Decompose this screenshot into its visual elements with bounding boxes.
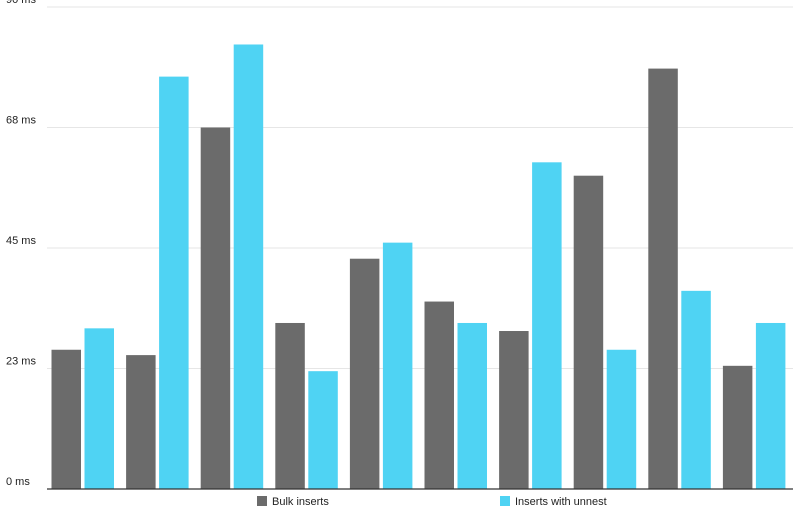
bar-bulk-inserts (126, 355, 156, 489)
bar-inserts-with-unnest (532, 162, 562, 490)
y-tick-label: 0 ms (6, 476, 30, 488)
bar-bulk-inserts (275, 322, 305, 489)
bar-inserts-with-unnest (457, 322, 487, 489)
bar-bulk-inserts (200, 127, 231, 489)
legend: Bulk inserts Inserts with unnest (257, 496, 607, 508)
bar-inserts-with-unnest (606, 349, 637, 489)
gridlines (47, 6, 793, 369)
y-tick-label: 68 ms (6, 115, 36, 127)
bar-inserts-with-unnest (308, 371, 338, 489)
bar-inserts-with-unnest (681, 290, 711, 489)
legend-label: Inserts with unnest (515, 496, 607, 508)
legend-swatch (500, 496, 510, 506)
bar-inserts-with-unnest (84, 328, 114, 489)
bar-inserts-with-unnest (233, 44, 264, 489)
y-axis-tick-labels: 0 ms 23 ms 45 ms 68 ms 90 ms (6, 0, 36, 488)
y-tick-label: 90 ms (6, 0, 36, 6)
bar-inserts-with-unnest (755, 322, 786, 489)
bar-bulk-inserts (499, 331, 529, 489)
bar-bulk-inserts (424, 301, 454, 489)
bar-inserts-with-unnest (382, 242, 413, 489)
bars (51, 44, 786, 490)
bar-bulk-inserts (573, 175, 604, 489)
bar-bulk-inserts (722, 365, 753, 489)
y-tick-label: 45 ms (6, 235, 36, 247)
bar-bulk-inserts (51, 349, 81, 489)
bar-bulk-inserts (349, 258, 380, 489)
legend-label: Bulk inserts (272, 496, 329, 508)
bar-inserts-with-unnest (159, 76, 189, 489)
legend-swatch (257, 496, 267, 506)
bar-bulk-inserts (648, 68, 678, 489)
y-tick-label: 23 ms (6, 356, 36, 368)
